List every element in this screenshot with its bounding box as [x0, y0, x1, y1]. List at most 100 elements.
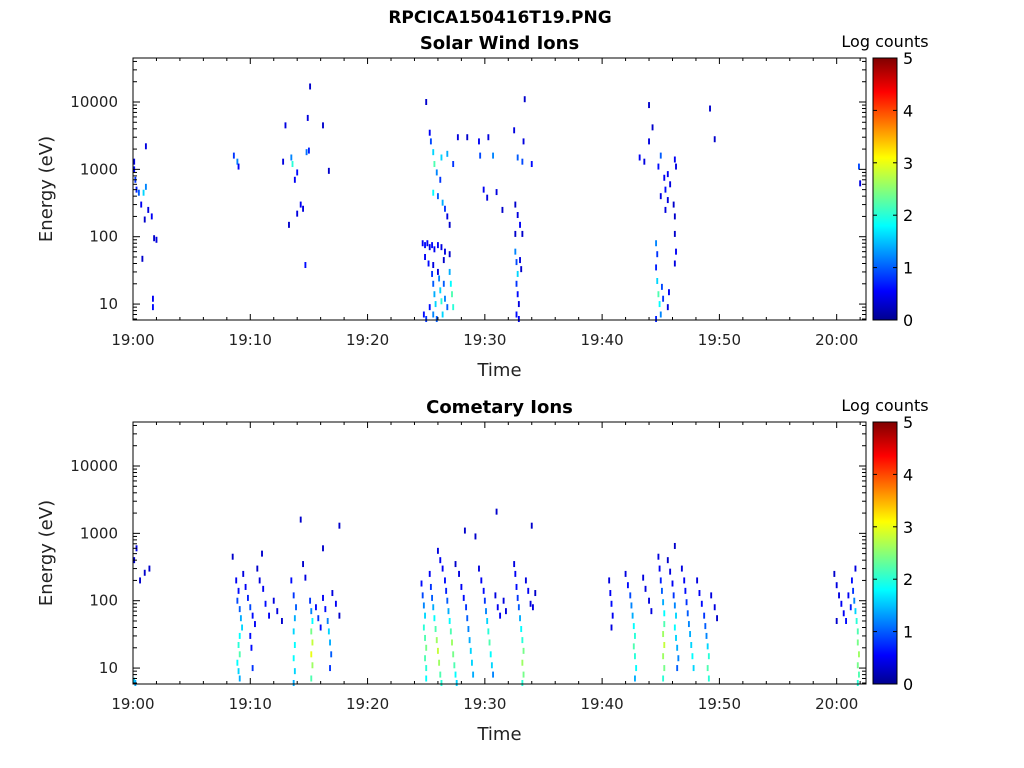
spectrogram-cell	[155, 236, 158, 243]
spectrogram-cell	[307, 147, 310, 154]
spectrogram-cell	[425, 675, 428, 682]
spectrogram-cell	[520, 626, 523, 633]
spectrogram-cell	[425, 644, 428, 651]
spectrogram-cell	[659, 193, 662, 200]
spectrogram-cell	[673, 213, 676, 220]
spectrogram-cell	[144, 143, 147, 150]
spectrogram-cell	[282, 158, 285, 165]
spectrogram-cell	[474, 533, 477, 540]
spectrogram-cell	[452, 651, 455, 658]
spectrogram-cell	[668, 289, 670, 296]
colorbar-tick-label: 0	[903, 311, 913, 330]
spectrogram-cell	[143, 216, 146, 223]
spectrogram-cell	[302, 561, 304, 568]
spectrogram-cell	[429, 138, 432, 145]
spectrogram-cell	[249, 604, 252, 611]
spectrogram-cell	[433, 246, 436, 253]
spectrogram-cell	[431, 270, 434, 277]
spectrogram-cell	[428, 570, 431, 577]
spectrogram-cell	[835, 617, 838, 624]
y-tick-label: 1000	[80, 524, 118, 542]
spectrogram-cell	[238, 675, 241, 682]
spectrogram-cell	[515, 280, 518, 287]
spectrogram-cell	[439, 176, 442, 183]
spectrogram-cell	[251, 665, 254, 672]
spectrogram-cell	[529, 600, 532, 607]
spectrogram-cell	[462, 594, 465, 601]
spectrogram-cell	[305, 149, 308, 156]
spectrogram-cell	[435, 637, 438, 644]
spectrogram-cell	[499, 612, 502, 619]
spectrogram-cell	[672, 201, 675, 208]
spectrogram-cell	[429, 583, 432, 590]
spectrogram-cell	[662, 631, 665, 638]
spectrogram-cell	[338, 612, 341, 619]
spectrogram-cell	[293, 176, 296, 183]
spectrogram-cell	[261, 550, 263, 557]
spectrogram-cell	[433, 615, 436, 622]
spectrogram-cell	[143, 569, 146, 576]
spectrogram-cell	[292, 655, 295, 662]
spectrogram-cell	[441, 311, 444, 318]
spectrogram-cell	[311, 617, 314, 624]
spectrogram-cell	[662, 599, 665, 606]
spectrogram-cell	[436, 193, 439, 200]
y-tick-label: 10000	[70, 93, 118, 111]
spectrogram-cell	[849, 604, 852, 611]
spectrogram-cell	[675, 634, 677, 641]
spectrogram-cell	[663, 174, 666, 181]
spectrogram-cell	[428, 244, 431, 251]
spectrogram-cell	[655, 240, 658, 247]
spectrogram-cell	[691, 653, 694, 660]
spectrogram-cell	[534, 590, 537, 597]
spectrogram-cell	[322, 545, 324, 552]
colorbar-tick-label: 2	[903, 206, 913, 225]
spectrogram-cell	[673, 230, 676, 237]
spectrogram-cell	[306, 114, 309, 121]
x-tick-label: 20:00	[815, 695, 858, 713]
panel-cometary-ions: Cometary Ions 19:00 19:10 19:20 19:30 19:40 19…	[36, 396, 929, 745]
spectrogram-cell	[438, 275, 441, 282]
spectrogram-cell	[449, 628, 452, 635]
spectrogram-cell	[293, 668, 296, 675]
spectrogram-cell	[428, 129, 431, 136]
spectrogram-cell	[236, 158, 239, 165]
spectrogram-cell	[690, 642, 693, 648]
spectrogram-cell	[290, 577, 293, 584]
spectrogram-cell	[520, 266, 523, 273]
spectrogram-cell	[422, 624, 425, 631]
spectrogram-cell	[424, 253, 426, 260]
spectrogram-cell	[696, 577, 699, 584]
spectrogram-cell	[624, 570, 627, 577]
spectrogram-cell	[144, 183, 147, 190]
spectrogram-cell	[439, 671, 442, 678]
spectrogram-cell	[251, 612, 254, 619]
spectrogram-cell	[299, 516, 302, 523]
spectrogram-cell	[139, 577, 141, 584]
spectrogram-cell	[854, 565, 857, 572]
spectrogram-cell	[487, 628, 490, 635]
spectrogram-cell	[703, 612, 706, 619]
x-tick-label: 19:20	[346, 695, 389, 713]
spectrogram-cell	[441, 199, 444, 206]
spectrogram-cell	[655, 316, 658, 323]
spectrogram-cell	[466, 134, 469, 141]
spectrogram-cell	[656, 278, 659, 284]
spectrogram-cell	[658, 565, 661, 572]
spectrogram-cell	[833, 570, 836, 577]
spectrogram-cell	[675, 612, 677, 619]
spectrogram-cell	[716, 615, 718, 622]
spectrogram-cell	[479, 152, 482, 159]
y-tick-label: 1000	[80, 160, 118, 178]
spectrogram-cell	[514, 230, 517, 237]
spectrogram-cell	[329, 665, 331, 672]
spectrogram-cell	[329, 639, 331, 646]
spectrogram-cell	[452, 161, 455, 168]
spectrogram-cell	[272, 597, 275, 604]
spectrogram-cell	[236, 659, 239, 666]
spectrogram-cell	[838, 592, 840, 599]
spectrogram-cell	[421, 592, 424, 599]
spectrogram-cell	[651, 124, 654, 131]
spectrogram-cell	[698, 590, 701, 597]
spectrogram-cell	[662, 653, 665, 660]
